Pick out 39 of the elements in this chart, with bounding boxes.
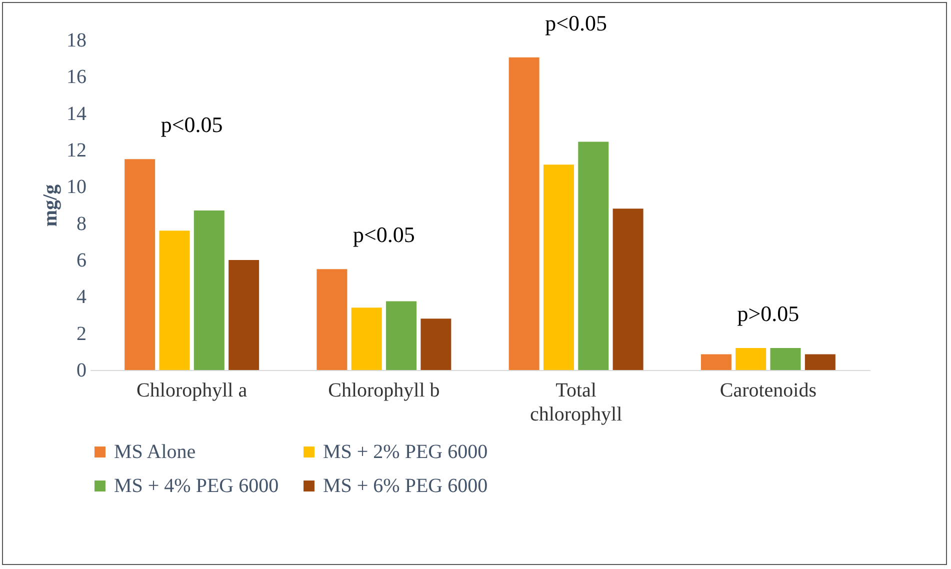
bar [804,354,836,370]
annotation: p>0.05 [737,301,800,326]
bar [543,164,574,370]
bar [228,260,260,370]
bar [351,308,382,370]
bar [612,208,644,370]
legend-label: MS + 2% PEG 6000 [323,441,488,463]
bar [578,142,609,370]
x-tick-label: Total chlorophyll [530,380,623,426]
legend-label: MS + 4% PEG 6000 [114,475,279,497]
y-tick-label: 18 [66,30,86,52]
y-tick-label: 8 [76,212,86,235]
annotation: p<0.05 [352,222,415,248]
bar [508,57,540,370]
x-tick-label: Carotenoids [720,380,817,402]
y-tick-label: 12 [66,140,86,162]
y-tick-label: 6 [76,250,86,272]
y-tick-label: 0 [76,360,86,382]
y-tick-label: 16 [66,66,86,88]
y-tick-label: 2 [76,322,86,345]
bar [124,159,156,370]
bar [159,230,190,370]
y-tick-label: 14 [66,102,86,125]
x-tick-label: Chlorophyll a [136,380,248,402]
x-tick-label: Chlorophyll b [328,380,440,402]
legend-label: MS + 6% PEG 6000 [323,475,488,497]
bar [770,348,801,370]
y-axis-title: mg/g [40,184,62,227]
bar [194,210,224,370]
bar [386,301,417,370]
bar [316,269,348,370]
legend-label: MS Alone [114,441,196,463]
bar [736,348,766,370]
y-tick-label: 10 [66,176,86,198]
bar [700,354,732,370]
y-tick-label: 4 [76,286,86,308]
annotation: p<0.05 [160,112,223,138]
bar [420,318,452,370]
text: p<0.05 [545,10,608,36]
